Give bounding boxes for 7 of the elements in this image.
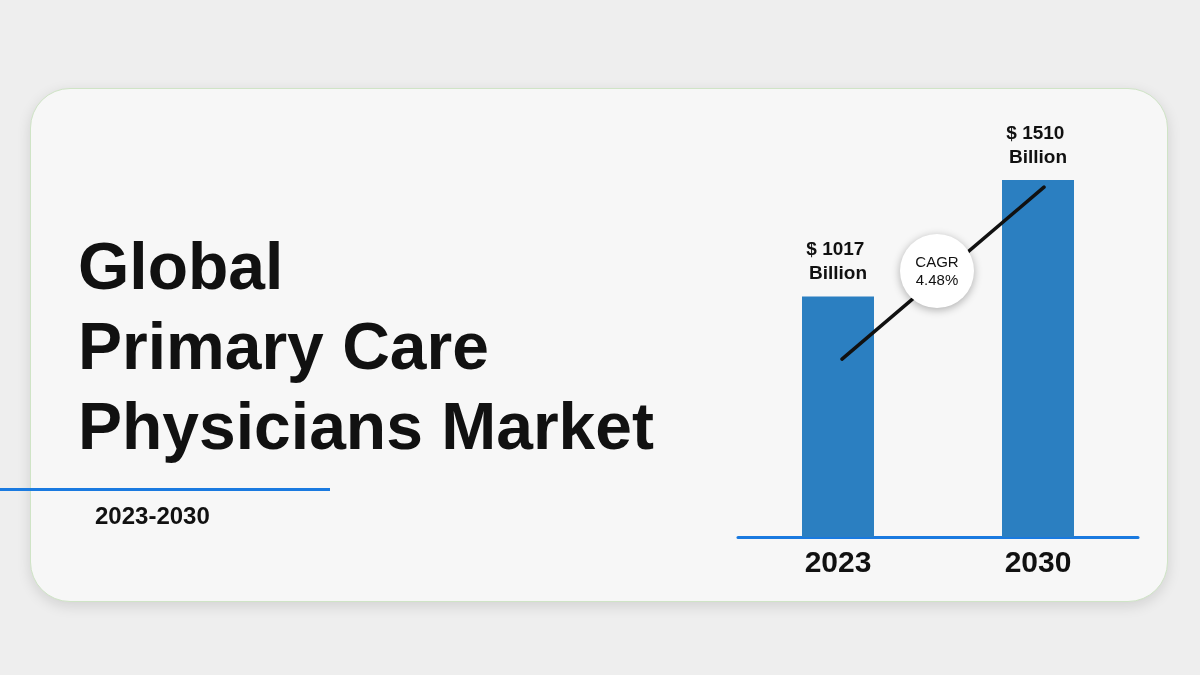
text: 2023-2030	[95, 502, 210, 530]
x-tick-label: 2023	[804, 544, 872, 578]
annotation: CAGR 4.48%	[914, 253, 960, 290]
data-label: $ 1017 Billion	[806, 238, 870, 284]
x-tick-label: 2030	[1004, 544, 1072, 578]
data-label: $ 1510 Billion	[1006, 121, 1070, 167]
text: Global Primary Care Physicians Market	[78, 228, 654, 465]
